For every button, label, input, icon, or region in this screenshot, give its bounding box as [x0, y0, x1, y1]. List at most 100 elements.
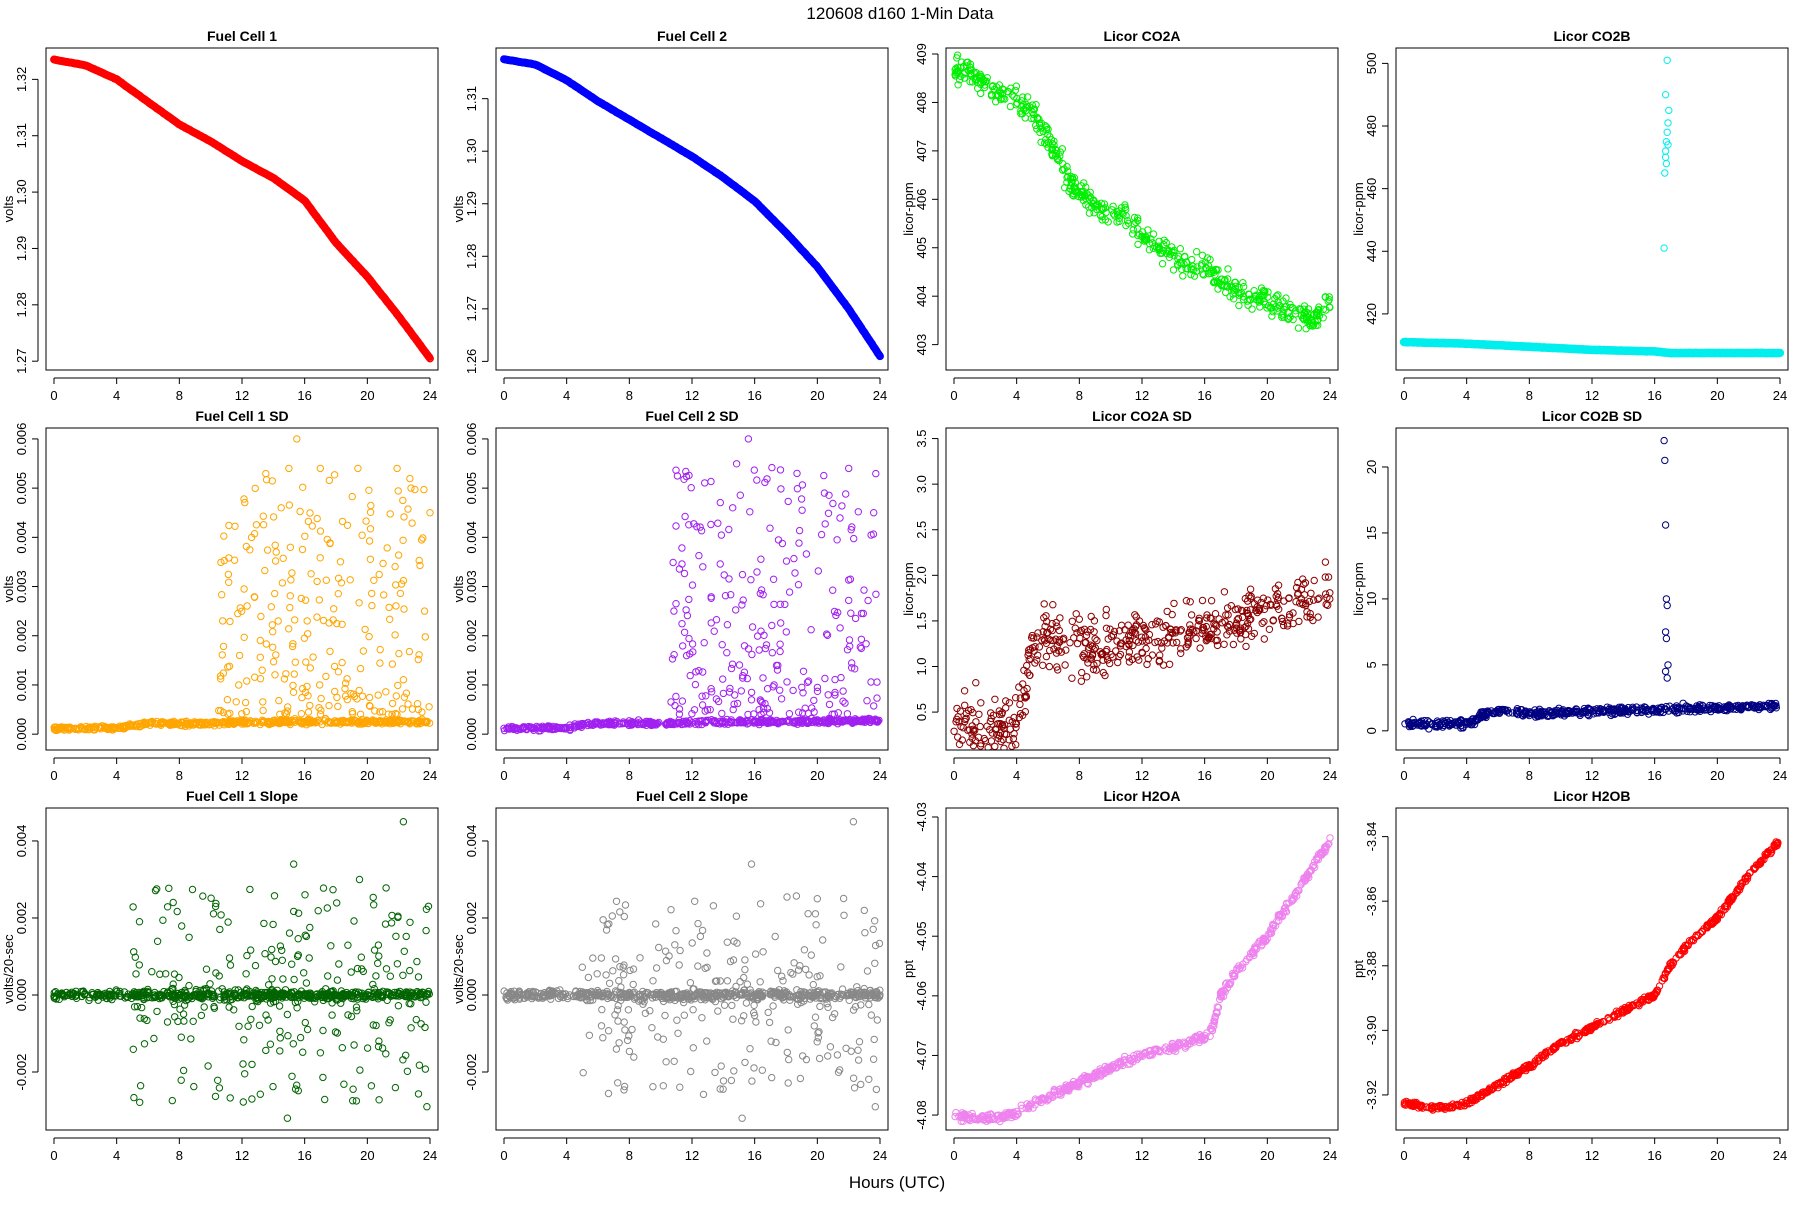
y-tick-label: 0.001 — [14, 669, 29, 702]
x-tick-label: 16 — [1197, 768, 1211, 783]
y-tick-label: 408 — [914, 92, 929, 114]
x-tick-label: 20 — [360, 768, 374, 783]
y-tick-label: 20 — [1364, 460, 1379, 474]
panel-title: Fuel Cell 1 Slope — [186, 788, 298, 804]
y-axis-label: licor-ppm — [1351, 562, 1366, 615]
x-tick-label: 12 — [235, 388, 249, 403]
y-tick-label: 2.0 — [914, 566, 929, 584]
y-axis-label: licor-ppm — [901, 562, 916, 615]
x-tick-label: 12 — [1585, 388, 1599, 403]
x-tick-label: 4 — [113, 388, 120, 403]
x-tick-label: 8 — [626, 388, 633, 403]
x-tick-label: 4 — [563, 768, 570, 783]
y-tick-label: 1.31 — [14, 123, 29, 148]
y-tick-label: 0 — [1364, 727, 1379, 734]
panel-title: Licor CO2B SD — [1542, 408, 1642, 424]
y-tick-label: 0.000 — [464, 718, 479, 751]
y-tick-label: 407 — [914, 140, 929, 162]
y-tick-label: 1.28 — [14, 292, 29, 317]
x-tick-label: 8 — [626, 768, 633, 783]
x-tick-label: 0 — [50, 388, 57, 403]
x-tick-label: 20 — [1260, 768, 1274, 783]
x-tick-label: 16 — [1647, 768, 1661, 783]
x-tick-label: 8 — [176, 388, 183, 403]
x-tick-label: 24 — [423, 768, 437, 783]
y-tick-label: 0.006 — [464, 423, 479, 456]
x-tick-label: 20 — [1710, 768, 1724, 783]
y-tick-label: 0.5 — [914, 703, 929, 721]
y-axis-label: licor-ppm — [901, 182, 916, 235]
y-tick-label: 440 — [1364, 240, 1379, 262]
y-tick-label: 0.003 — [14, 570, 29, 603]
x-tick-label: 24 — [1773, 768, 1787, 783]
x-tick-label: 20 — [810, 768, 824, 783]
y-tick-label: 1.32 — [14, 67, 29, 92]
panel-title: Fuel Cell 2 SD — [645, 408, 738, 424]
y-tick-label: 0.001 — [464, 669, 479, 702]
x-tick-label: 4 — [1463, 388, 1470, 403]
y-tick-label: 0.005 — [464, 472, 479, 505]
x-tick-label: 20 — [1260, 388, 1274, 403]
y-tick-label: 480 — [1364, 115, 1379, 137]
x-tick-label: 24 — [873, 768, 887, 783]
y-tick-label: 409 — [914, 43, 929, 65]
y-axis-label: volts — [451, 575, 466, 602]
x-tick-label: 0 — [1400, 388, 1407, 403]
x-tick-label: 0 — [950, 388, 957, 403]
x-tick-label: 0 — [50, 768, 57, 783]
x-tick-label: 8 — [1076, 388, 1083, 403]
y-tick-label: 500 — [1364, 53, 1379, 75]
y-tick-label: 5 — [1364, 661, 1379, 668]
figure-title: 120608 d160 1-Min Data — [806, 4, 994, 23]
y-tick-label: 460 — [1364, 178, 1379, 200]
y-tick-label: 404 — [914, 285, 929, 307]
y-axis-label: volts — [1, 195, 16, 222]
y-tick-label: 2.5 — [914, 521, 929, 539]
x-tick-label: 4 — [1013, 768, 1020, 783]
x-tick-label: 12 — [1135, 768, 1149, 783]
figure-xlabel: Hours (UTC) — [849, 1173, 945, 1192]
y-tick-label: 405 — [914, 237, 929, 259]
x-tick-label: 24 — [1323, 768, 1337, 783]
panel-title: Fuel Cell 1 SD — [195, 408, 288, 424]
y-axis-label: licor-ppm — [1351, 182, 1366, 235]
x-tick-label: 12 — [685, 768, 699, 783]
y-tick-label: 1.29 — [14, 236, 29, 261]
x-tick-label: 16 — [747, 768, 761, 783]
y-tick-label: 1.27 — [464, 296, 479, 321]
y-tick-label: 1.29 — [464, 191, 479, 216]
y-tick-label: 0.006 — [14, 423, 29, 456]
x-tick-label: 12 — [1135, 388, 1149, 403]
x-tick-label: 16 — [1647, 388, 1661, 403]
x-tick-label: 8 — [1526, 388, 1533, 403]
x-tick-label: 8 — [1076, 768, 1083, 783]
y-tick-label: 3.5 — [914, 430, 929, 448]
y-tick-label: 1.0 — [914, 657, 929, 675]
x-tick-label: 20 — [810, 388, 824, 403]
x-tick-label: 4 — [1013, 388, 1020, 403]
x-tick-label: 12 — [685, 388, 699, 403]
panel-title: Fuel Cell 2 — [657, 28, 727, 44]
x-tick-label: 20 — [1710, 388, 1724, 403]
x-tick-label: 16 — [297, 768, 311, 783]
y-tick-label: 1.5 — [914, 612, 929, 630]
x-tick-label: 16 — [1197, 388, 1211, 403]
y-tick-label: 3.0 — [914, 475, 929, 493]
y-tick-label: 0.004 — [464, 521, 479, 554]
y-tick-label: 0.004 — [14, 521, 29, 554]
y-tick-label: 0.000 — [14, 718, 29, 751]
y-tick-label: 1.27 — [14, 349, 29, 374]
x-tick-label: 12 — [235, 768, 249, 783]
x-tick-label: 0 — [500, 768, 507, 783]
y-tick-label: 1.30 — [14, 179, 29, 204]
x-tick-label: 4 — [1463, 768, 1470, 783]
panel-title: Fuel Cell 1 — [207, 28, 277, 44]
x-tick-label: 4 — [113, 768, 120, 783]
panel-title: Licor CO2A SD — [1092, 408, 1192, 424]
y-tick-label: 406 — [914, 188, 929, 210]
y-axis-label: volts — [1, 575, 16, 602]
x-tick-label: 0 — [500, 388, 507, 403]
x-tick-label: 24 — [1323, 388, 1337, 403]
